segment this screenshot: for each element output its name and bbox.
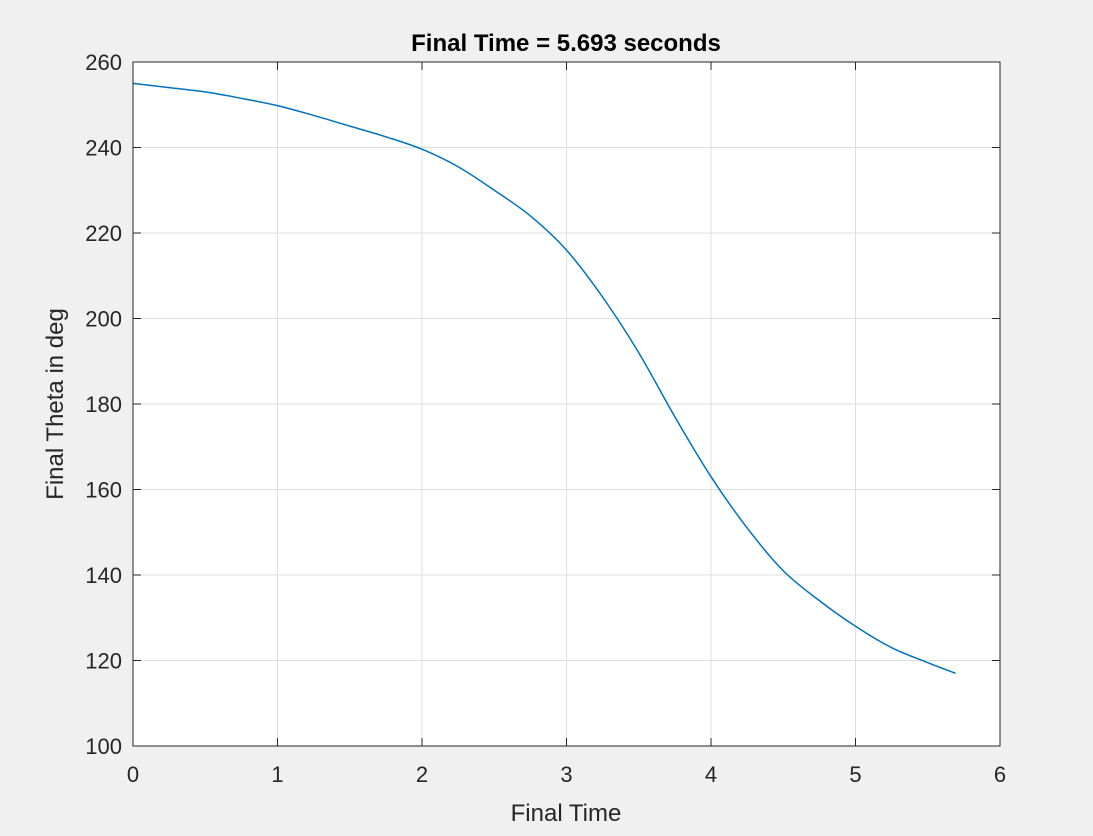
y-tick-label: 260 (85, 50, 122, 75)
y-tick-label: 120 (85, 649, 122, 674)
chart-title: Final Time = 5.693 seconds (411, 30, 721, 57)
x-tick-label: 0 (127, 762, 139, 787)
y-tick-label: 160 (85, 478, 122, 503)
y-tick-label: 200 (85, 307, 122, 332)
tick-labels: 0 1 2 3 4 5 6 100 120 140 160 180 200 220 240 260 (85, 50, 1006, 787)
x-tick-label: 1 (271, 762, 283, 787)
series-line (132, 82, 956, 675)
y-tick-label: 140 (85, 563, 122, 588)
ticks (132, 61, 1001, 747)
series-layer (132, 82, 956, 675)
x-axis-title: Final Time (511, 800, 622, 827)
x-tick-label: 3 (560, 762, 572, 787)
y-tick-label: 100 (85, 734, 122, 759)
y-axis-title: Final Theta in deg (42, 308, 69, 500)
x-tick-label: 2 (416, 762, 428, 787)
y-tick-label: 220 (85, 221, 122, 246)
x-tick-label: 6 (994, 762, 1006, 787)
x-tick-label: 4 (705, 762, 717, 787)
y-tick-label: 180 (85, 392, 122, 417)
grid (133, 62, 1000, 746)
x-tick-label: 5 (849, 762, 861, 787)
y-tick-label: 240 (85, 136, 122, 161)
